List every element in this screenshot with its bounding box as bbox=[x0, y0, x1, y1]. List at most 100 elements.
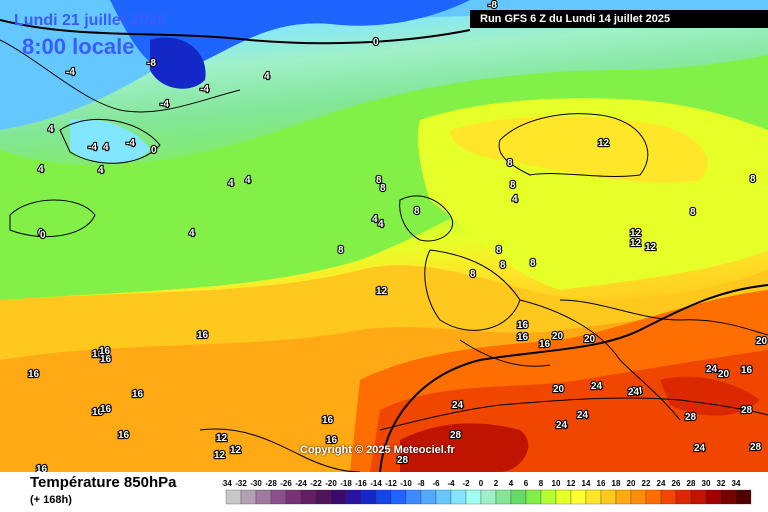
warm-zone-scandinavia bbox=[450, 116, 708, 183]
contour-label: 4 bbox=[228, 178, 234, 189]
contour-label: 0 bbox=[151, 145, 157, 156]
contour-label: 12 bbox=[630, 238, 642, 249]
contour-label: 24 bbox=[452, 400, 464, 411]
legend-tick-label: 16 bbox=[597, 479, 606, 488]
run-info: Run GFS 6 Z du Lundi 14 juillet 2025 bbox=[470, 10, 768, 28]
legend-swatch bbox=[615, 489, 632, 505]
contour-label: 16 bbox=[92, 407, 104, 418]
legend-swatch bbox=[630, 489, 647, 505]
contour-label: 12 bbox=[376, 286, 388, 297]
contour-label: 8 bbox=[496, 245, 502, 256]
legend-tick-label: 14 bbox=[582, 479, 591, 488]
contour-label: -4 bbox=[160, 99, 169, 110]
temperature-map: -8 0 -8 -4 -4 -4 4 4 -4 4 -4 0 0 4 4 4 0… bbox=[0, 0, 768, 472]
legend-swatch bbox=[495, 489, 512, 505]
legend-swatch bbox=[585, 489, 602, 505]
contour-label: 16 bbox=[92, 349, 104, 360]
contour-label: 4 bbox=[372, 214, 378, 225]
color-legend: -34-32-30-28-26-24-22-20-18-16-14-12-10-… bbox=[222, 479, 752, 505]
contour-label: 4 bbox=[245, 175, 251, 186]
legend-swatch bbox=[405, 489, 422, 505]
legend-tick-label: -14 bbox=[370, 479, 382, 488]
legend-tick-label: -28 bbox=[265, 479, 277, 488]
contour-label: -4 bbox=[200, 84, 209, 95]
contour-label: 24 bbox=[628, 387, 640, 398]
legend-tick-label: 32 bbox=[717, 479, 726, 488]
contour-label: 20 bbox=[718, 369, 730, 380]
contour-label: 24 bbox=[694, 443, 706, 454]
legend-tick-label: -6 bbox=[432, 479, 440, 488]
contour-label: 16 bbox=[539, 339, 551, 350]
legend-swatch bbox=[675, 489, 692, 505]
contour-label: 16 bbox=[326, 435, 338, 446]
contour-label: 12 bbox=[645, 242, 657, 253]
contour-label: 24 bbox=[591, 381, 603, 392]
legend-swatch bbox=[705, 489, 722, 505]
legend-swatches bbox=[225, 489, 752, 505]
legend-swatch bbox=[330, 489, 347, 505]
legend-swatch bbox=[285, 489, 302, 505]
legend-tick-label: 4 bbox=[509, 479, 514, 488]
legend-swatch bbox=[465, 489, 482, 505]
legend-swatch bbox=[435, 489, 452, 505]
legend-swatch bbox=[225, 489, 242, 505]
contour-label: 24 bbox=[706, 364, 718, 375]
contour-label: 8 bbox=[750, 174, 756, 185]
cold-patch bbox=[70, 119, 150, 164]
legend-tick-label: -34 bbox=[222, 479, 232, 488]
legend-tick-label: 2 bbox=[494, 479, 499, 488]
contour-label: -4 bbox=[126, 138, 135, 149]
contour-label: 4 bbox=[103, 142, 109, 153]
legend-tick-label: 28 bbox=[687, 479, 696, 488]
legend-swatch bbox=[390, 489, 407, 505]
contour-label: 8 bbox=[470, 269, 476, 280]
coastlines bbox=[0, 39, 768, 472]
legend-swatch bbox=[510, 489, 527, 505]
legend-tick-label: -4 bbox=[447, 479, 455, 488]
contour-label: 8 bbox=[690, 207, 696, 218]
contour-label: 16 bbox=[197, 330, 209, 341]
legend-tick-label: 10 bbox=[552, 479, 561, 488]
isotherm-0 bbox=[0, 19, 471, 45]
legend-swatch bbox=[300, 489, 317, 505]
contour-label: 12 bbox=[230, 445, 242, 456]
contour-label: 0 bbox=[373, 37, 379, 48]
contour-label: 20 bbox=[584, 334, 596, 345]
valid-date: Lundi 21 juillet 2025 bbox=[14, 12, 167, 29]
contour-label: 8 bbox=[338, 245, 344, 256]
legend-swatch bbox=[270, 489, 287, 505]
legend-tick-label: 12 bbox=[567, 479, 576, 488]
legend-tick-label: -22 bbox=[310, 479, 322, 488]
contour-label: 28 bbox=[450, 430, 462, 441]
legend-tick-label: -8 bbox=[417, 479, 425, 488]
legend-swatch bbox=[735, 489, 752, 505]
contour-label: 0 bbox=[38, 228, 44, 239]
contour-label: 16 bbox=[36, 464, 48, 472]
contour-label: 16 bbox=[517, 320, 529, 331]
legend-swatch bbox=[570, 489, 587, 505]
product-title: Température 850hPa bbox=[30, 474, 177, 491]
contour-label: 16 bbox=[28, 369, 40, 380]
contour-label: 16 bbox=[118, 430, 130, 441]
contour-label: 4 bbox=[378, 219, 384, 230]
contour-label: 4 bbox=[512, 194, 518, 205]
contour-label: -4 bbox=[88, 142, 97, 153]
map-canvas: -8 0 -8 -4 -4 -4 4 4 -4 4 -4 0 0 4 4 4 0… bbox=[0, 0, 768, 472]
legend-swatch bbox=[540, 489, 557, 505]
contour-label: 8 bbox=[507, 158, 513, 169]
contour-label: 28 bbox=[750, 442, 762, 453]
legend-tick-label: 22 bbox=[642, 479, 651, 488]
legend-swatch bbox=[360, 489, 377, 505]
legend-swatch bbox=[480, 489, 497, 505]
contour-label: 28 bbox=[397, 455, 409, 466]
legend-tick-label: 18 bbox=[612, 479, 621, 488]
legend-swatch bbox=[600, 489, 617, 505]
legend-swatch bbox=[690, 489, 707, 505]
contour-label: 12 bbox=[214, 450, 226, 461]
legend-tick-label: -20 bbox=[325, 479, 337, 488]
lead-time: (+ 168h) bbox=[30, 494, 72, 506]
contour-label: 20 bbox=[552, 331, 564, 342]
contour-label: 16 bbox=[100, 354, 112, 365]
contour-label: 20 bbox=[756, 336, 768, 347]
legend-tick-label: 6 bbox=[524, 479, 529, 488]
